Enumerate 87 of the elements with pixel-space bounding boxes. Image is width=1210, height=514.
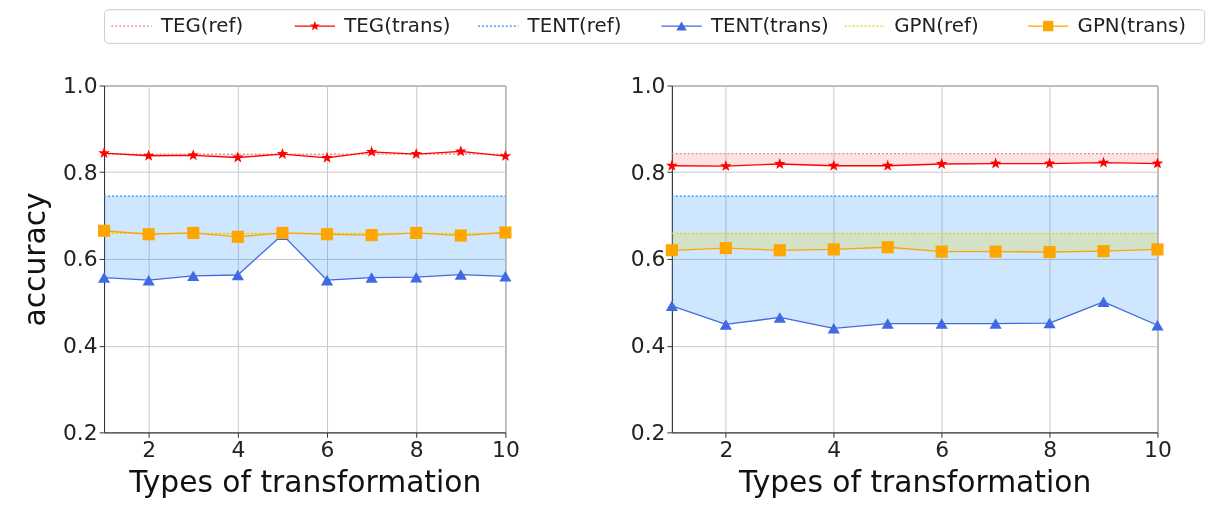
point [666, 159, 678, 171]
point [142, 149, 155, 161]
point [187, 149, 200, 161]
x-tick-label: 10 [1144, 436, 1172, 462]
x-tick-label: 4 [827, 436, 842, 462]
legend-label: GPN(trans) [1077, 14, 1186, 38]
point [320, 274, 334, 286]
y-tick-label: 0.8 [62, 159, 98, 185]
point [989, 318, 1002, 329]
point [499, 226, 512, 239]
y-tick-label: 0.8 [630, 159, 666, 185]
point [187, 226, 200, 239]
point [935, 318, 948, 329]
point [1097, 245, 1110, 258]
point [97, 272, 111, 283]
point [97, 224, 111, 237]
point [1151, 157, 1164, 169]
x-axis-title: Types of transformation [128, 464, 482, 500]
point [989, 245, 1002, 258]
point [365, 145, 378, 157]
point [1043, 317, 1056, 329]
point [719, 319, 732, 330]
point [142, 228, 155, 241]
point [881, 241, 894, 254]
point [98, 147, 110, 159]
point [989, 157, 1002, 169]
y-tick-label: 1.0 [630, 72, 666, 98]
point [1151, 320, 1164, 331]
point [187, 270, 200, 282]
point [365, 229, 378, 242]
x-tick-label: 6 [935, 436, 950, 462]
point [774, 157, 786, 169]
point [499, 150, 512, 162]
point [231, 230, 244, 243]
point [719, 242, 732, 255]
point [410, 271, 423, 283]
legend-label: TENT(trans) [709, 14, 829, 38]
y-axis-title: accuracy [17, 192, 53, 327]
point [665, 300, 678, 312]
point [720, 160, 732, 172]
legend-label: TENT(ref) [526, 14, 622, 38]
point [320, 228, 334, 241]
x-tick-label: 8 [1043, 436, 1057, 462]
point [773, 244, 786, 257]
point [665, 244, 678, 257]
point [881, 318, 894, 329]
point [454, 229, 467, 242]
point [827, 159, 840, 171]
point [1097, 296, 1110, 308]
point [455, 145, 467, 157]
x-axis-title: Types of transformation [738, 464, 1092, 500]
point [232, 151, 244, 163]
x-tick-label: 8 [409, 436, 424, 462]
point [881, 159, 894, 171]
x-tick-label: 4 [231, 436, 246, 462]
x-tick-label: 10 [492, 436, 520, 462]
y-tick-label: 0.2 [630, 419, 666, 445]
point [142, 274, 155, 286]
point [1097, 156, 1110, 168]
point [365, 272, 378, 283]
y-tick-label: 0.6 [62, 246, 98, 272]
y-tick-label: 0.6 [630, 246, 666, 272]
x-tick-label: 2 [719, 436, 734, 462]
point [1043, 157, 1056, 169]
legend-label: TEG(ref) [159, 14, 244, 38]
point [276, 147, 289, 159]
legend-label: TEG(trans) [343, 14, 451, 38]
y-tick-label: 1.0 [62, 72, 98, 98]
point [321, 151, 333, 163]
point [935, 157, 948, 169]
y-tick-label: 0.2 [62, 419, 98, 445]
point [231, 269, 244, 281]
point [410, 226, 423, 239]
point [935, 245, 948, 258]
point [410, 147, 422, 159]
y-tick-label: 0.4 [630, 333, 666, 359]
y-tick-label: 0.4 [62, 333, 98, 359]
point [499, 271, 512, 282]
point [827, 323, 840, 334]
legend-label: GPN(ref) [894, 14, 979, 38]
x-tick-label: 6 [320, 436, 335, 462]
x-tick-label: 2 [142, 436, 157, 462]
point [827, 243, 840, 256]
point [1151, 243, 1164, 256]
point [454, 269, 467, 280]
point [1043, 245, 1056, 259]
point [773, 312, 786, 323]
